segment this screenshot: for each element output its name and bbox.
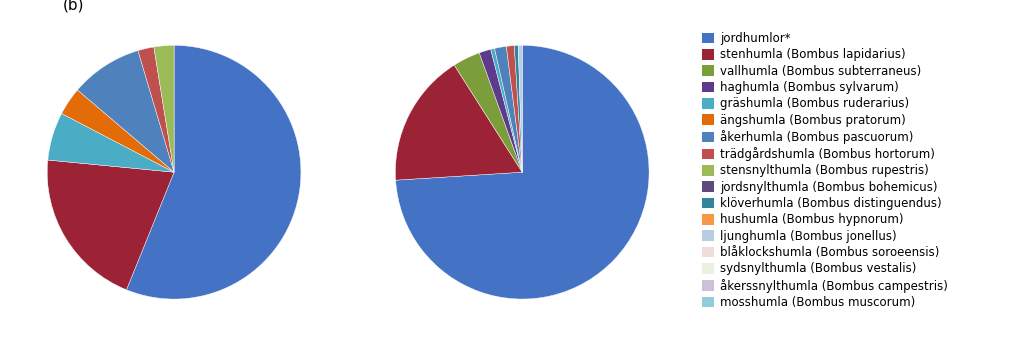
Wedge shape <box>47 160 174 290</box>
Wedge shape <box>138 47 174 172</box>
Wedge shape <box>127 45 301 299</box>
Wedge shape <box>518 45 522 172</box>
Wedge shape <box>479 49 522 172</box>
Wedge shape <box>514 45 522 172</box>
Wedge shape <box>490 48 522 172</box>
Wedge shape <box>61 90 174 172</box>
Wedge shape <box>395 45 649 299</box>
Wedge shape <box>154 45 174 172</box>
Wedge shape <box>506 46 522 172</box>
Wedge shape <box>495 46 522 172</box>
Wedge shape <box>48 114 174 172</box>
Wedge shape <box>455 53 522 172</box>
Text: (b): (b) <box>62 0 84 13</box>
Legend: jordhumlor*, stenhumla (Bombus lapidarius), vallhumla (Bombus subterraneus), hag: jordhumlor*, stenhumla (Bombus lapidariu… <box>702 32 948 309</box>
Wedge shape <box>78 50 174 172</box>
Wedge shape <box>395 65 522 180</box>
